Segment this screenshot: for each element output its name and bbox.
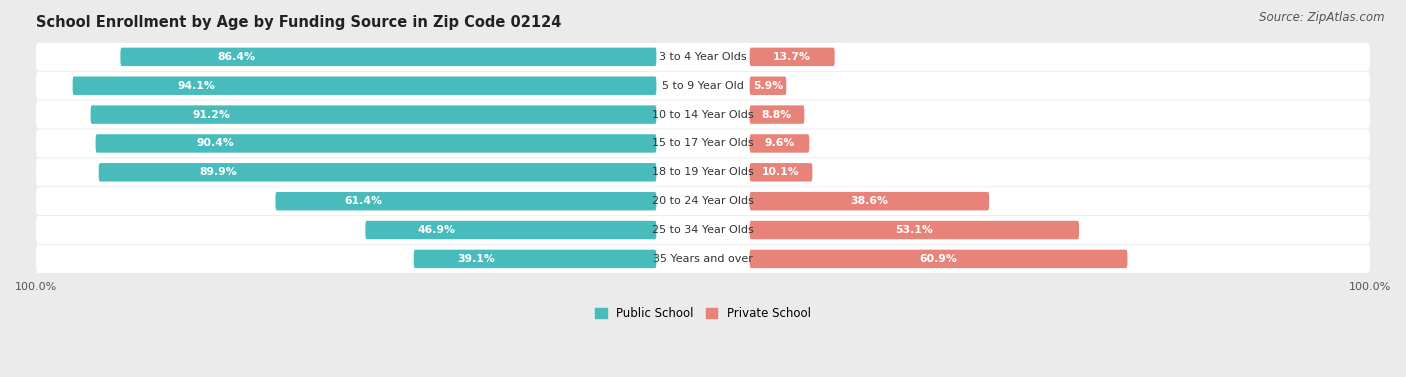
FancyBboxPatch shape bbox=[749, 192, 990, 210]
Text: 94.1%: 94.1% bbox=[177, 81, 215, 91]
FancyBboxPatch shape bbox=[37, 187, 1369, 215]
Text: 46.9%: 46.9% bbox=[418, 225, 456, 235]
FancyBboxPatch shape bbox=[121, 48, 657, 66]
Text: 13.7%: 13.7% bbox=[773, 52, 811, 62]
FancyBboxPatch shape bbox=[37, 43, 1369, 71]
Text: 20 to 24 Year Olds: 20 to 24 Year Olds bbox=[652, 196, 754, 206]
FancyBboxPatch shape bbox=[749, 48, 835, 66]
Text: 8.8%: 8.8% bbox=[762, 110, 792, 120]
Text: 61.4%: 61.4% bbox=[344, 196, 382, 206]
FancyBboxPatch shape bbox=[276, 192, 657, 210]
FancyBboxPatch shape bbox=[749, 221, 1078, 239]
Text: 25 to 34 Year Olds: 25 to 34 Year Olds bbox=[652, 225, 754, 235]
Text: 60.9%: 60.9% bbox=[920, 254, 957, 264]
FancyBboxPatch shape bbox=[98, 163, 657, 182]
Text: 3 to 4 Year Olds: 3 to 4 Year Olds bbox=[659, 52, 747, 62]
FancyBboxPatch shape bbox=[96, 134, 657, 153]
Text: 39.1%: 39.1% bbox=[457, 254, 495, 264]
FancyBboxPatch shape bbox=[37, 101, 1369, 129]
Text: Source: ZipAtlas.com: Source: ZipAtlas.com bbox=[1260, 11, 1385, 24]
Text: 86.4%: 86.4% bbox=[217, 52, 254, 62]
FancyBboxPatch shape bbox=[37, 72, 1369, 100]
FancyBboxPatch shape bbox=[749, 250, 1128, 268]
Text: 35 Years and over: 35 Years and over bbox=[652, 254, 754, 264]
Legend: Public School, Private School: Public School, Private School bbox=[591, 302, 815, 325]
FancyBboxPatch shape bbox=[90, 105, 657, 124]
Text: School Enrollment by Age by Funding Source in Zip Code 02124: School Enrollment by Age by Funding Sour… bbox=[37, 15, 561, 30]
Text: 18 to 19 Year Olds: 18 to 19 Year Olds bbox=[652, 167, 754, 177]
Text: 38.6%: 38.6% bbox=[851, 196, 889, 206]
Text: 10.1%: 10.1% bbox=[762, 167, 800, 177]
Text: 5.9%: 5.9% bbox=[752, 81, 783, 91]
FancyBboxPatch shape bbox=[73, 77, 657, 95]
Text: 91.2%: 91.2% bbox=[193, 110, 231, 120]
Text: 53.1%: 53.1% bbox=[896, 225, 934, 235]
FancyBboxPatch shape bbox=[37, 245, 1369, 273]
Text: 15 to 17 Year Olds: 15 to 17 Year Olds bbox=[652, 138, 754, 149]
Text: 9.6%: 9.6% bbox=[765, 138, 794, 149]
Text: 10 to 14 Year Olds: 10 to 14 Year Olds bbox=[652, 110, 754, 120]
FancyBboxPatch shape bbox=[37, 129, 1369, 158]
FancyBboxPatch shape bbox=[749, 77, 786, 95]
FancyBboxPatch shape bbox=[749, 134, 810, 153]
Text: 5 to 9 Year Old: 5 to 9 Year Old bbox=[662, 81, 744, 91]
FancyBboxPatch shape bbox=[37, 158, 1369, 186]
FancyBboxPatch shape bbox=[749, 163, 813, 182]
Text: 89.9%: 89.9% bbox=[200, 167, 236, 177]
FancyBboxPatch shape bbox=[366, 221, 657, 239]
FancyBboxPatch shape bbox=[749, 105, 804, 124]
Text: 90.4%: 90.4% bbox=[197, 138, 235, 149]
FancyBboxPatch shape bbox=[37, 216, 1369, 244]
FancyBboxPatch shape bbox=[413, 250, 657, 268]
